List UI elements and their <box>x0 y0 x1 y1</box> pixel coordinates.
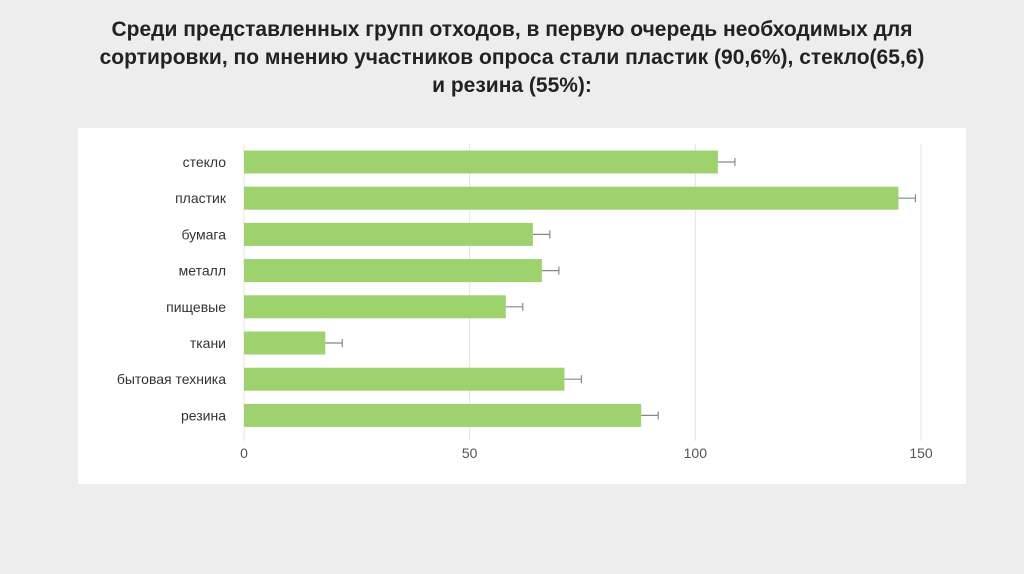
bar-chart: 0 50 100 150 стекло пластик бумага металл пищевы… <box>117 144 933 461</box>
x-tick-label-3: 150 <box>909 445 933 461</box>
chart-panel: 0 50 100 150 стекло пластик бумага металл пищевы… <box>78 128 966 484</box>
bar-4 <box>244 295 506 319</box>
category-label-5: ткани <box>190 335 226 351</box>
bar-1 <box>244 186 899 210</box>
category-label-0: стекло <box>183 154 227 170</box>
bar-5 <box>244 331 326 355</box>
title-line-1: Среди представленных групп отходов, в пе… <box>111 18 913 41</box>
title-line-2: сортировки, по мнению участников опроса … <box>99 46 925 69</box>
x-tick-label-0: 0 <box>240 445 248 461</box>
slide-title: Среди представленных групп отходов, в пе… <box>30 16 994 100</box>
bar-6 <box>244 367 565 391</box>
bar-7 <box>244 403 642 427</box>
category-label-7: резина <box>181 407 226 423</box>
category-label-4: пищевые <box>166 299 226 315</box>
category-label-2: бумага <box>181 226 226 242</box>
category-label-1: пластик <box>175 190 227 206</box>
category-label-3: металл <box>179 263 226 279</box>
title-line-3: и резина (55%): <box>432 74 592 97</box>
bar-2 <box>244 222 533 246</box>
x-tick-label-2: 100 <box>684 445 708 461</box>
x-tick-label-1: 50 <box>462 445 478 461</box>
bar-0 <box>244 150 718 174</box>
category-label-6: бытовая техника <box>117 371 226 387</box>
bar-3 <box>244 259 542 283</box>
